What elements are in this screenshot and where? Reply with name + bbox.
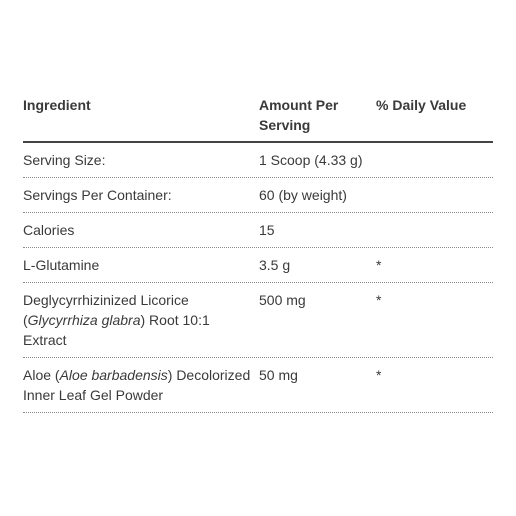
botanical-name: Glycyrrhiza glabra bbox=[27, 312, 141, 328]
ingredient-cell: L-Glutamine bbox=[23, 257, 100, 273]
ingredient-cell: Calories bbox=[23, 222, 75, 238]
ingredient-text: Aloe ( bbox=[23, 367, 60, 383]
daily-value-cell bbox=[376, 143, 493, 177]
table-row-licorice: Deglycyrrhizinized Licorice (Glycyrrhiza… bbox=[23, 283, 493, 358]
ingredient-text: ) Root 10:1 Extract bbox=[23, 312, 210, 348]
table-header-row: Ingredient Amount Per Serving % Daily Va… bbox=[23, 95, 493, 143]
table-row-servings-per-container: Servings Per Container: 60 (by weight) bbox=[23, 178, 493, 213]
header-ingredient: Ingredient bbox=[23, 97, 91, 113]
daily-value-cell: * bbox=[376, 257, 382, 273]
header-amount-per-serving: Amount Per Serving bbox=[259, 97, 339, 133]
table-row-l-glutamine: L-Glutamine 3.5 g * bbox=[23, 248, 493, 283]
daily-value-cell: * bbox=[376, 367, 382, 383]
daily-value-cell: * bbox=[376, 292, 382, 308]
amount-cell: 50 mg bbox=[259, 367, 298, 383]
ingredient-text: ) Decolorized Inner Leaf Gel Powder bbox=[23, 367, 251, 403]
ingredient-cell: Deglycyrrhizinized Licorice (Glycyrrhiza… bbox=[23, 283, 259, 357]
table-row-serving-size: Serving Size: 1 Scoop (4.33 g) bbox=[23, 143, 493, 178]
amount-cell: 500 mg bbox=[259, 292, 306, 308]
amount-cell: 1 Scoop (4.33 g) bbox=[259, 152, 363, 168]
table-row-calories: Calories 15 bbox=[23, 213, 493, 248]
daily-value-cell bbox=[376, 213, 493, 247]
daily-value-cell bbox=[376, 178, 493, 212]
amount-cell: 60 (by weight) bbox=[259, 187, 347, 203]
header-daily-value: % Daily Value bbox=[376, 97, 467, 113]
botanical-name: Aloe barbadensis bbox=[59, 367, 168, 383]
supplement-facts-table: Ingredient Amount Per Serving % Daily Va… bbox=[23, 95, 493, 413]
ingredient-cell: Aloe (Aloe barbadensis) Decolorized Inne… bbox=[23, 358, 259, 412]
ingredient-text: Deglycyrrhizinized Licorice ( bbox=[23, 292, 189, 328]
ingredient-cell: Serving Size: bbox=[23, 152, 106, 168]
table-row-aloe: Aloe (Aloe barbadensis) Decolorized Inne… bbox=[23, 358, 493, 413]
ingredient-cell: Servings Per Container: bbox=[23, 187, 172, 203]
amount-cell: 15 bbox=[259, 222, 275, 238]
amount-cell: 3.5 g bbox=[259, 257, 291, 273]
